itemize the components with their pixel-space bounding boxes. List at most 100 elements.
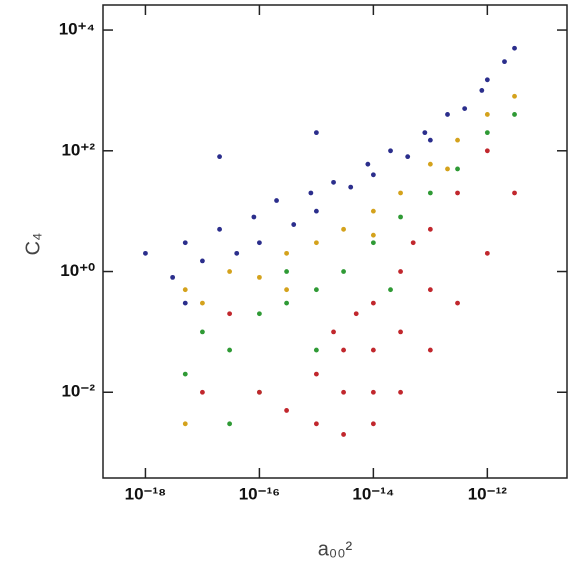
point (313, 347, 319, 353)
point (284, 250, 289, 256)
point (291, 222, 297, 227)
x-tick-label: 10⁻¹⁶ (239, 484, 280, 503)
point (182, 371, 188, 377)
point (427, 137, 433, 143)
point (370, 232, 376, 238)
point (502, 59, 507, 65)
y-tick-label: 10⁺⁴ (59, 20, 95, 39)
point (353, 311, 359, 317)
point (284, 269, 289, 274)
point (313, 240, 319, 246)
point (405, 154, 411, 160)
point (365, 161, 371, 167)
x-tick-label: 10⁻¹² (468, 484, 508, 503)
point (427, 226, 433, 232)
point (234, 250, 240, 256)
point (200, 300, 205, 306)
point (388, 287, 393, 293)
point (445, 112, 450, 117)
point (370, 347, 376, 353)
point (313, 371, 319, 377)
point (484, 148, 490, 154)
y-tick-label: 10⁺⁰ (60, 261, 95, 280)
point (341, 432, 346, 437)
point (484, 112, 490, 117)
point (284, 408, 289, 413)
point (398, 389, 403, 395)
point (370, 389, 376, 395)
point (484, 77, 490, 83)
point (348, 184, 354, 190)
point (370, 421, 376, 427)
point (143, 250, 148, 256)
point (512, 112, 517, 117)
point (484, 130, 490, 136)
point (170, 274, 176, 280)
point (341, 269, 346, 274)
point (398, 269, 403, 274)
point (427, 347, 433, 353)
point (512, 190, 517, 196)
point (479, 88, 485, 93)
point (427, 190, 433, 196)
point (422, 130, 428, 136)
point (257, 311, 262, 317)
plot-frame (102, 4, 568, 479)
point (427, 287, 433, 293)
point (227, 347, 233, 353)
point (512, 93, 517, 99)
point (410, 240, 416, 246)
x-tick-label: 10⁻¹⁴ (352, 484, 394, 503)
point (484, 250, 490, 256)
point (200, 329, 205, 335)
point (182, 240, 188, 246)
point (257, 389, 262, 395)
point (445, 166, 450, 172)
point (257, 274, 262, 280)
point (227, 421, 233, 427)
point (331, 179, 336, 185)
point (370, 300, 376, 306)
point (370, 240, 376, 246)
x-tick-label: 10⁻¹⁸ (125, 484, 167, 503)
x-axis-label: a₀₀² (318, 538, 353, 560)
point (455, 137, 460, 143)
point (217, 226, 222, 232)
y-tick-label: 10⁻² (61, 382, 95, 401)
point (182, 300, 188, 306)
point (370, 172, 376, 178)
point (398, 190, 403, 196)
point (227, 311, 233, 317)
point (284, 287, 289, 293)
y-tick-label: 10⁺² (61, 140, 95, 159)
point (217, 154, 222, 160)
point (200, 258, 205, 264)
point (398, 214, 403, 220)
point (331, 329, 336, 335)
y-axis-label: C₄ (22, 233, 44, 256)
point (313, 208, 319, 214)
point (313, 421, 319, 427)
point (182, 421, 188, 427)
point (341, 226, 346, 232)
point (341, 347, 346, 353)
point (370, 208, 376, 214)
point (200, 389, 205, 395)
point (274, 198, 279, 203)
point (455, 166, 460, 172)
point (341, 389, 346, 395)
point (388, 148, 393, 154)
point (427, 161, 433, 167)
point (462, 106, 468, 111)
point (182, 287, 188, 293)
point (398, 329, 403, 335)
point (257, 240, 262, 246)
point (313, 287, 319, 293)
point (284, 300, 289, 306)
point (308, 190, 314, 196)
point (512, 45, 517, 51)
point (455, 190, 460, 196)
point (455, 300, 460, 306)
point (313, 130, 319, 136)
